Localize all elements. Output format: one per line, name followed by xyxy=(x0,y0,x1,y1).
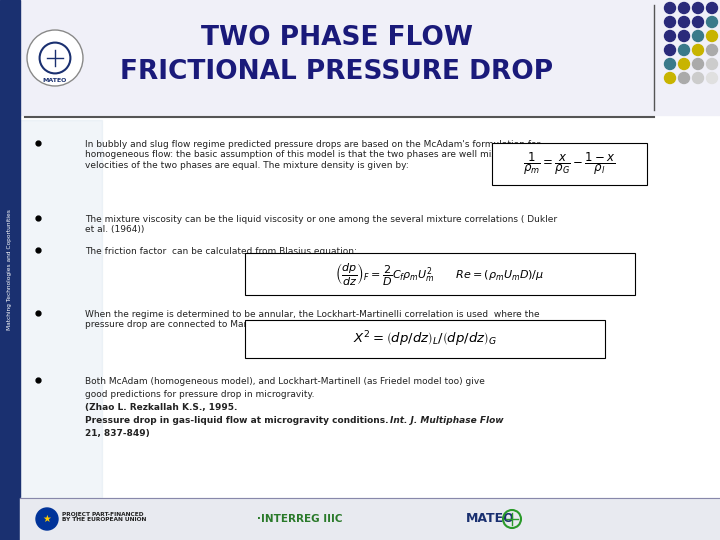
Text: FRICTIONAL PRESSURE DROP: FRICTIONAL PRESSURE DROP xyxy=(120,59,554,85)
Circle shape xyxy=(693,3,703,14)
Text: When the regime is determined to be annular, the Lockhart-Martinelli correlation: When the regime is determined to be annu… xyxy=(85,310,539,329)
Circle shape xyxy=(706,30,718,42)
Circle shape xyxy=(678,72,690,84)
Circle shape xyxy=(706,3,718,14)
Circle shape xyxy=(665,44,675,56)
Circle shape xyxy=(693,58,703,70)
Text: 21, 837-849): 21, 837-849) xyxy=(85,429,150,438)
Circle shape xyxy=(678,30,690,42)
Circle shape xyxy=(706,17,718,28)
Text: $\left(\dfrac{dp}{dz}\right)_F = \dfrac{2}{D} C_f \rho_m U_m^2 \qquad Re = (\rho: $\left(\dfrac{dp}{dz}\right)_F = \dfrac{… xyxy=(336,261,544,287)
Bar xyxy=(492,143,647,185)
Circle shape xyxy=(706,72,718,84)
Bar xyxy=(20,0,720,115)
Text: ★: ★ xyxy=(42,514,51,524)
Circle shape xyxy=(678,3,690,14)
Text: The mixture viscosity can be the liquid viscosity or one among the several mixtu: The mixture viscosity can be the liquid … xyxy=(85,215,557,234)
Circle shape xyxy=(665,17,675,28)
Circle shape xyxy=(36,508,58,530)
Text: Pressure drop in gas-liquid flow at microgravity conditions.: Pressure drop in gas-liquid flow at micr… xyxy=(85,416,392,425)
Circle shape xyxy=(693,72,703,84)
Circle shape xyxy=(678,17,690,28)
Text: good predictions for pressure drop in microgravity.: good predictions for pressure drop in mi… xyxy=(85,390,318,399)
Bar xyxy=(20,498,720,540)
Text: ·INTERREG IIIC: ·INTERREG IIIC xyxy=(257,514,343,524)
Text: MATEO: MATEO xyxy=(42,78,67,83)
Text: MATEO: MATEO xyxy=(466,512,514,525)
Circle shape xyxy=(706,58,718,70)
Circle shape xyxy=(27,30,83,86)
Circle shape xyxy=(665,30,675,42)
Bar xyxy=(20,120,102,498)
Bar xyxy=(0,0,20,540)
Text: In bubbly and slug flow regime predicted pressure drops are based on the McAdam': In bubbly and slug flow regime predicted… xyxy=(85,140,546,170)
Circle shape xyxy=(678,44,690,56)
Bar xyxy=(245,320,605,358)
Text: Int. J. Multiphase Flow: Int. J. Multiphase Flow xyxy=(390,416,503,425)
Circle shape xyxy=(693,17,703,28)
Text: The friction factor  can be calculated from Blasius equation:: The friction factor can be calculated fr… xyxy=(85,247,357,256)
Text: TWO PHASE FLOW: TWO PHASE FLOW xyxy=(201,25,473,51)
Circle shape xyxy=(678,58,690,70)
Circle shape xyxy=(706,44,718,56)
Circle shape xyxy=(693,44,703,56)
Circle shape xyxy=(665,58,675,70)
Text: $X^2 = \left(dp/dz\right)_L / \left(dp/dz\right)_G$: $X^2 = \left(dp/dz\right)_L / \left(dp/d… xyxy=(353,329,497,349)
Text: $\dfrac{1}{\rho_m} = \dfrac{x}{\rho_G} - \dfrac{1-x}{\rho_l}$: $\dfrac{1}{\rho_m} = \dfrac{x}{\rho_G} -… xyxy=(523,151,616,177)
Text: Matching Technologies and Coportunities: Matching Technologies and Coportunities xyxy=(7,210,12,330)
Circle shape xyxy=(693,30,703,42)
Circle shape xyxy=(665,72,675,84)
Text: (Zhao L. Rezkallah K.S., 1995.: (Zhao L. Rezkallah K.S., 1995. xyxy=(85,403,238,412)
Text: Both McAdam (homogeneous model), and Lockhart-Martinell (as Friedel model too) g: Both McAdam (homogeneous model), and Loc… xyxy=(85,377,485,386)
Text: PROJECT PART-FINANCED
BY THE EUROPEAN UNION: PROJECT PART-FINANCED BY THE EUROPEAN UN… xyxy=(62,511,146,522)
Bar xyxy=(245,253,635,295)
Circle shape xyxy=(665,3,675,14)
